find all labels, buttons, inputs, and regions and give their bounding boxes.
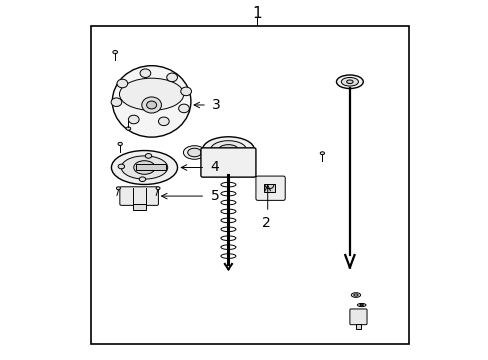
Ellipse shape	[341, 77, 358, 86]
Ellipse shape	[210, 141, 246, 158]
Ellipse shape	[128, 115, 139, 124]
Ellipse shape	[111, 150, 177, 184]
Ellipse shape	[158, 117, 169, 126]
FancyBboxPatch shape	[120, 187, 158, 205]
Ellipse shape	[320, 152, 324, 155]
Ellipse shape	[142, 97, 161, 113]
FancyBboxPatch shape	[201, 148, 255, 177]
Ellipse shape	[118, 142, 122, 145]
Bar	[91, 26, 408, 344]
FancyBboxPatch shape	[255, 176, 285, 201]
Ellipse shape	[187, 148, 201, 157]
Text: 1: 1	[252, 6, 261, 21]
Ellipse shape	[183, 146, 205, 159]
Ellipse shape	[140, 69, 150, 77]
Ellipse shape	[346, 80, 352, 84]
Ellipse shape	[156, 187, 160, 190]
FancyBboxPatch shape	[349, 309, 366, 325]
Ellipse shape	[121, 156, 167, 179]
Ellipse shape	[218, 145, 238, 155]
Ellipse shape	[166, 73, 177, 82]
Ellipse shape	[116, 187, 120, 190]
Ellipse shape	[146, 101, 156, 109]
Ellipse shape	[350, 293, 360, 297]
Ellipse shape	[139, 177, 145, 181]
Text: 4: 4	[210, 161, 219, 175]
Ellipse shape	[181, 87, 191, 96]
Text: 5: 5	[210, 189, 219, 203]
Ellipse shape	[178, 104, 189, 113]
Bar	[132, 204, 145, 210]
Ellipse shape	[113, 50, 117, 54]
Bar	[355, 324, 361, 329]
Text: 2: 2	[261, 216, 270, 230]
Ellipse shape	[111, 98, 122, 107]
Ellipse shape	[119, 78, 183, 111]
Ellipse shape	[202, 137, 254, 162]
Ellipse shape	[118, 164, 124, 169]
Ellipse shape	[336, 75, 363, 89]
Bar	[264, 184, 274, 192]
Ellipse shape	[117, 79, 127, 88]
Ellipse shape	[357, 303, 365, 307]
Ellipse shape	[112, 66, 190, 137]
Ellipse shape	[126, 127, 130, 130]
Ellipse shape	[134, 161, 155, 174]
Text: 3: 3	[212, 98, 221, 112]
Ellipse shape	[145, 154, 151, 158]
Bar	[135, 164, 165, 170]
